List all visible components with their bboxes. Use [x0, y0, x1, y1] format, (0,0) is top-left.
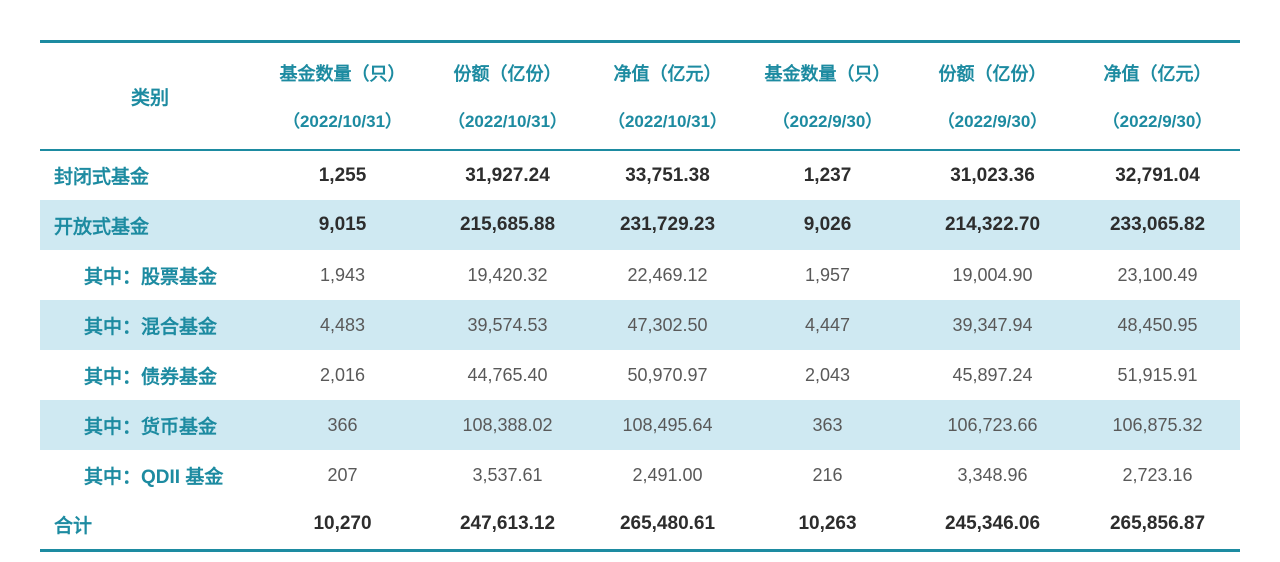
- table-cell: 3,348.96: [957, 464, 1028, 485]
- table-cell: 9,026: [803, 214, 852, 235]
- table-row-closed-end: 封闭式基金 1,255 31,927.24 33,751.38 1,237 31…: [40, 150, 1240, 200]
- table-cell: 10,270: [313, 513, 372, 535]
- table-cell: 31,927.24: [465, 164, 550, 186]
- header-unit: 基金数量（只）: [764, 64, 891, 84]
- table-row-equity-funds: 其中：股票基金 1,943 19,420.32 22,469.12 1,957 …: [40, 250, 1240, 300]
- row-label: 封闭式基金: [54, 167, 150, 188]
- column-header-nav-sep: 净值（亿元） （2022/9/30）: [1075, 41, 1240, 151]
- header-date: （2022/10/31）: [607, 112, 728, 131]
- row-label: 其中：QDII 基金: [84, 466, 224, 488]
- table-cell: 1,255: [318, 164, 367, 186]
- header-date: （2022/9/30）: [772, 112, 883, 131]
- table-cell: 1,237: [803, 164, 852, 186]
- header-stack: 份额（亿份） （2022/9/30）: [910, 60, 1075, 132]
- table-cell: 39,574.53: [467, 314, 548, 335]
- table-cell: 4,483: [319, 314, 366, 335]
- table-cell: 108,495.64: [622, 414, 713, 435]
- table-cell: 363: [812, 414, 843, 435]
- table-cell: 108,388.02: [462, 414, 553, 435]
- table-cell: 39,347.94: [952, 314, 1033, 335]
- table-cell: 247,613.12: [459, 513, 556, 535]
- row-label: 其中：混合基金: [84, 316, 218, 338]
- table-cell: 214,322.70: [944, 214, 1041, 235]
- table-cell: 2,491.00: [632, 464, 703, 485]
- table-cell: 207: [327, 464, 358, 485]
- row-label: 其中：股票基金: [84, 266, 218, 288]
- table-cell: 48,450.95: [1117, 314, 1198, 335]
- fund-statistics-table: 类别 基金数量（只） （2022/10/31） 份额（亿份） （2022/10/…: [40, 40, 1240, 552]
- table-cell: 4,447: [804, 314, 851, 335]
- header-stack: 净值（亿元） （2022/10/31）: [590, 60, 745, 132]
- table-cell: 51,915.91: [1117, 364, 1198, 385]
- table-body: 封闭式基金 1,255 31,927.24 33,751.38 1,237 31…: [40, 150, 1240, 550]
- table-cell: 106,875.32: [1112, 414, 1203, 435]
- table-cell: 233,065.82: [1109, 214, 1206, 235]
- header-stack: 基金数量（只） （2022/9/30）: [745, 60, 910, 132]
- table-cell: 22,469.12: [627, 264, 708, 285]
- table-cell: 1,957: [804, 264, 851, 285]
- table-cell: 366: [327, 414, 358, 435]
- header-stack: 净值（亿元） （2022/9/30）: [1075, 60, 1240, 132]
- table-cell: 23,100.49: [1117, 264, 1198, 285]
- column-header-nav-oct: 净值（亿元） （2022/10/31）: [590, 41, 745, 151]
- table-cell: 33,751.38: [625, 164, 710, 186]
- header-row: 类别 基金数量（只） （2022/10/31） 份额（亿份） （2022/10/…: [40, 41, 1240, 151]
- table-cell: 44,765.40: [467, 364, 548, 385]
- header-unit: 基金数量（只）: [279, 64, 406, 84]
- table-cell: 9,015: [318, 214, 367, 235]
- table-cell: 19,004.90: [952, 264, 1033, 285]
- header-unit: 份额（亿份）: [938, 64, 1047, 84]
- table-cell: 45,897.24: [952, 364, 1033, 385]
- column-header-category: 类别: [40, 41, 260, 151]
- table-cell: 19,420.32: [467, 264, 548, 285]
- row-label: 其中：债券基金: [84, 366, 218, 388]
- header-date: （2022/10/31）: [447, 112, 568, 131]
- table-row-open-end: 开放式基金 9,015 215,685.88 231,729.23 9,026 …: [40, 200, 1240, 250]
- table-cell: 216: [812, 464, 843, 485]
- header-date: （2022/9/30）: [1102, 112, 1213, 131]
- table-cell: 245,346.06: [944, 513, 1041, 535]
- table-cell: 50,970.97: [627, 364, 708, 385]
- header-unit: 份额（亿份）: [453, 64, 562, 84]
- table-header: 类别 基金数量（只） （2022/10/31） 份额（亿份） （2022/10/…: [40, 41, 1240, 151]
- table-cell: 2,043: [804, 364, 851, 385]
- table-cell: 1,943: [319, 264, 366, 285]
- table-row-money-market-funds: 其中：货币基金 366 108,388.02 108,495.64 363 10…: [40, 400, 1240, 450]
- table-cell: 231,729.23: [619, 214, 716, 235]
- table-cell: 106,723.66: [947, 414, 1038, 435]
- table-cell: 31,023.36: [950, 164, 1035, 186]
- column-header-shares-sep: 份额（亿份） （2022/9/30）: [910, 41, 1075, 151]
- header-stack: 基金数量（只） （2022/10/31）: [260, 60, 425, 132]
- table-row-hybrid-funds: 其中：混合基金 4,483 39,574.53 47,302.50 4,447 …: [40, 300, 1240, 350]
- column-header-count-sep: 基金数量（只） （2022/9/30）: [745, 41, 910, 151]
- table-cell: 32,791.04: [1115, 164, 1200, 186]
- table-row-bond-funds: 其中：债券基金 2,016 44,765.40 50,970.97 2,043 …: [40, 350, 1240, 400]
- table-cell: 2,723.16: [1122, 464, 1193, 485]
- header-unit: 净值（亿元）: [613, 64, 722, 84]
- row-label: 其中：货币基金: [84, 416, 218, 438]
- header-stack: 份额（亿份） （2022/10/31）: [425, 60, 590, 132]
- header-date: （2022/10/31）: [282, 112, 403, 131]
- table-row-total: 合计 10,270 247,613.12 265,480.61 10,263 2…: [40, 500, 1240, 550]
- row-label: 合计: [54, 515, 93, 537]
- column-header-shares-oct: 份额（亿份） （2022/10/31）: [425, 41, 590, 151]
- table-row-qdii-funds: 其中：QDII 基金 207 3,537.61 2,491.00 216 3,3…: [40, 450, 1240, 500]
- table-cell: 265,856.87: [1109, 513, 1206, 535]
- table-cell: 265,480.61: [619, 513, 716, 535]
- header-unit: 净值（亿元）: [1103, 64, 1212, 84]
- header-date: （2022/9/30）: [937, 112, 1048, 131]
- table-cell: 2,016: [319, 364, 366, 385]
- column-header-count-oct: 基金数量（只） （2022/10/31）: [260, 41, 425, 151]
- table-cell: 3,537.61: [472, 464, 543, 485]
- table-cell: 47,302.50: [627, 314, 708, 335]
- table-cell: 10,263: [798, 513, 857, 535]
- table-cell: 215,685.88: [459, 214, 556, 235]
- row-label: 开放式基金: [54, 216, 150, 238]
